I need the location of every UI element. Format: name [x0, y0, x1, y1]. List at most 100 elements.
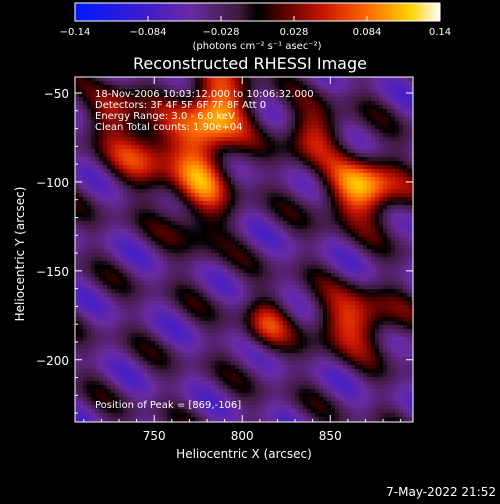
heatmap-cell [235, 289, 240, 294]
heatmap-cell [135, 357, 140, 362]
heatmap-cell [235, 133, 240, 138]
heatmap-cell [251, 261, 256, 266]
heatmap-cell [295, 333, 300, 338]
heatmap-cell [211, 165, 216, 170]
heatmap-cell [255, 357, 260, 362]
heatmap-cell [255, 345, 260, 350]
heatmap-cell [207, 337, 212, 342]
heatmap-cell [271, 221, 276, 226]
heatmap-cell [155, 189, 160, 194]
heatmap-cell [119, 257, 124, 262]
heatmap-cell [243, 401, 248, 406]
heatmap-cell [183, 297, 188, 302]
heatmap-cell [231, 353, 236, 358]
heatmap-cell [251, 417, 256, 422]
heatmap-cell [115, 133, 120, 138]
heatmap-cell [255, 413, 260, 418]
heatmap-cell [131, 149, 136, 154]
heatmap-cell [179, 241, 184, 246]
heatmap-cell [275, 165, 280, 170]
heatmap-cell [255, 113, 260, 118]
heatmap-cell [183, 349, 188, 354]
heatmap-cell [295, 341, 300, 346]
heatmap-cell [299, 413, 304, 418]
heatmap-cell [147, 169, 152, 174]
heatmap-cell [231, 313, 236, 318]
heatmap-cell [267, 193, 272, 198]
heatmap-cell [79, 309, 84, 314]
heatmap-cell [231, 389, 236, 394]
heatmap-cell [267, 201, 272, 206]
heatmap-cell [175, 165, 180, 170]
heatmap-cell [163, 145, 168, 150]
heatmap-cell [219, 169, 224, 174]
heatmap-cell [159, 137, 164, 142]
heatmap-cell [187, 285, 192, 290]
heatmap-cell [243, 229, 248, 234]
heatmap-cell [131, 133, 136, 138]
heatmap-cell [155, 337, 160, 342]
heatmap-cell [279, 229, 284, 234]
heatmap-cell [195, 285, 200, 290]
heatmap-cell [191, 301, 196, 306]
heatmap-cell [127, 245, 132, 250]
heatmap-cell [267, 81, 272, 86]
heatmap-cell [291, 357, 296, 362]
heatmap-cell [227, 313, 232, 318]
heatmap-cell [247, 289, 252, 294]
heatmap-cell [191, 209, 196, 214]
heatmap-cell [83, 405, 88, 410]
heatmap-cell [167, 177, 172, 182]
heatmap-cell [91, 161, 96, 166]
heatmap-cell [171, 261, 176, 266]
heatmap-cell [83, 81, 88, 86]
heatmap-cell [211, 213, 216, 218]
heatmap-cell [247, 401, 252, 406]
heatmap-cell [227, 197, 232, 202]
heatmap-cell [103, 277, 108, 282]
heatmap-cell [267, 181, 272, 186]
heatmap-cell [163, 141, 168, 146]
heatmap-cell [119, 261, 124, 266]
heatmap-cell [131, 169, 136, 174]
heatmap-cell [199, 417, 204, 422]
heatmap-cell [159, 385, 164, 390]
heatmap-cell [275, 397, 280, 402]
heatmap-cell [195, 205, 200, 210]
heatmap-cell [179, 193, 184, 198]
heatmap-cell [183, 269, 188, 274]
heatmap-cell [291, 217, 296, 222]
heatmap-cell [255, 241, 260, 246]
heatmap-cell [251, 77, 256, 82]
heatmap-cell [159, 317, 164, 322]
heatmap-cell [211, 189, 216, 194]
heatmap-cell [299, 233, 304, 238]
heatmap-cell [227, 413, 232, 418]
heatmap-cell [247, 413, 252, 418]
heatmap-cell [203, 237, 208, 242]
heatmap-cell [107, 281, 112, 286]
heatmap-cell [223, 209, 228, 214]
heatmap-cell [247, 341, 252, 346]
heatmap-cell [255, 121, 260, 126]
heatmap-cell [179, 337, 184, 342]
heatmap-cell [223, 357, 228, 362]
heatmap-cell [75, 93, 80, 98]
heatmap-cell [139, 313, 144, 318]
heatmap-cell [163, 169, 168, 174]
heatmap-cell [203, 153, 208, 158]
heatmap-cell [291, 161, 296, 166]
heatmap-cell [271, 305, 276, 310]
heatmap-cell [175, 185, 180, 190]
heatmap-cell [267, 281, 272, 286]
heatmap-cell [267, 361, 272, 366]
heatmap-cell [275, 317, 280, 322]
heatmap-cell [203, 341, 208, 346]
heatmap-cell [203, 149, 208, 154]
heatmap-cell [299, 193, 304, 198]
heatmap-cell [291, 185, 296, 190]
heatmap-cell [107, 305, 112, 310]
heatmap-cell [291, 265, 296, 270]
heatmap-cell [83, 393, 88, 398]
heatmap-cell [83, 85, 88, 90]
